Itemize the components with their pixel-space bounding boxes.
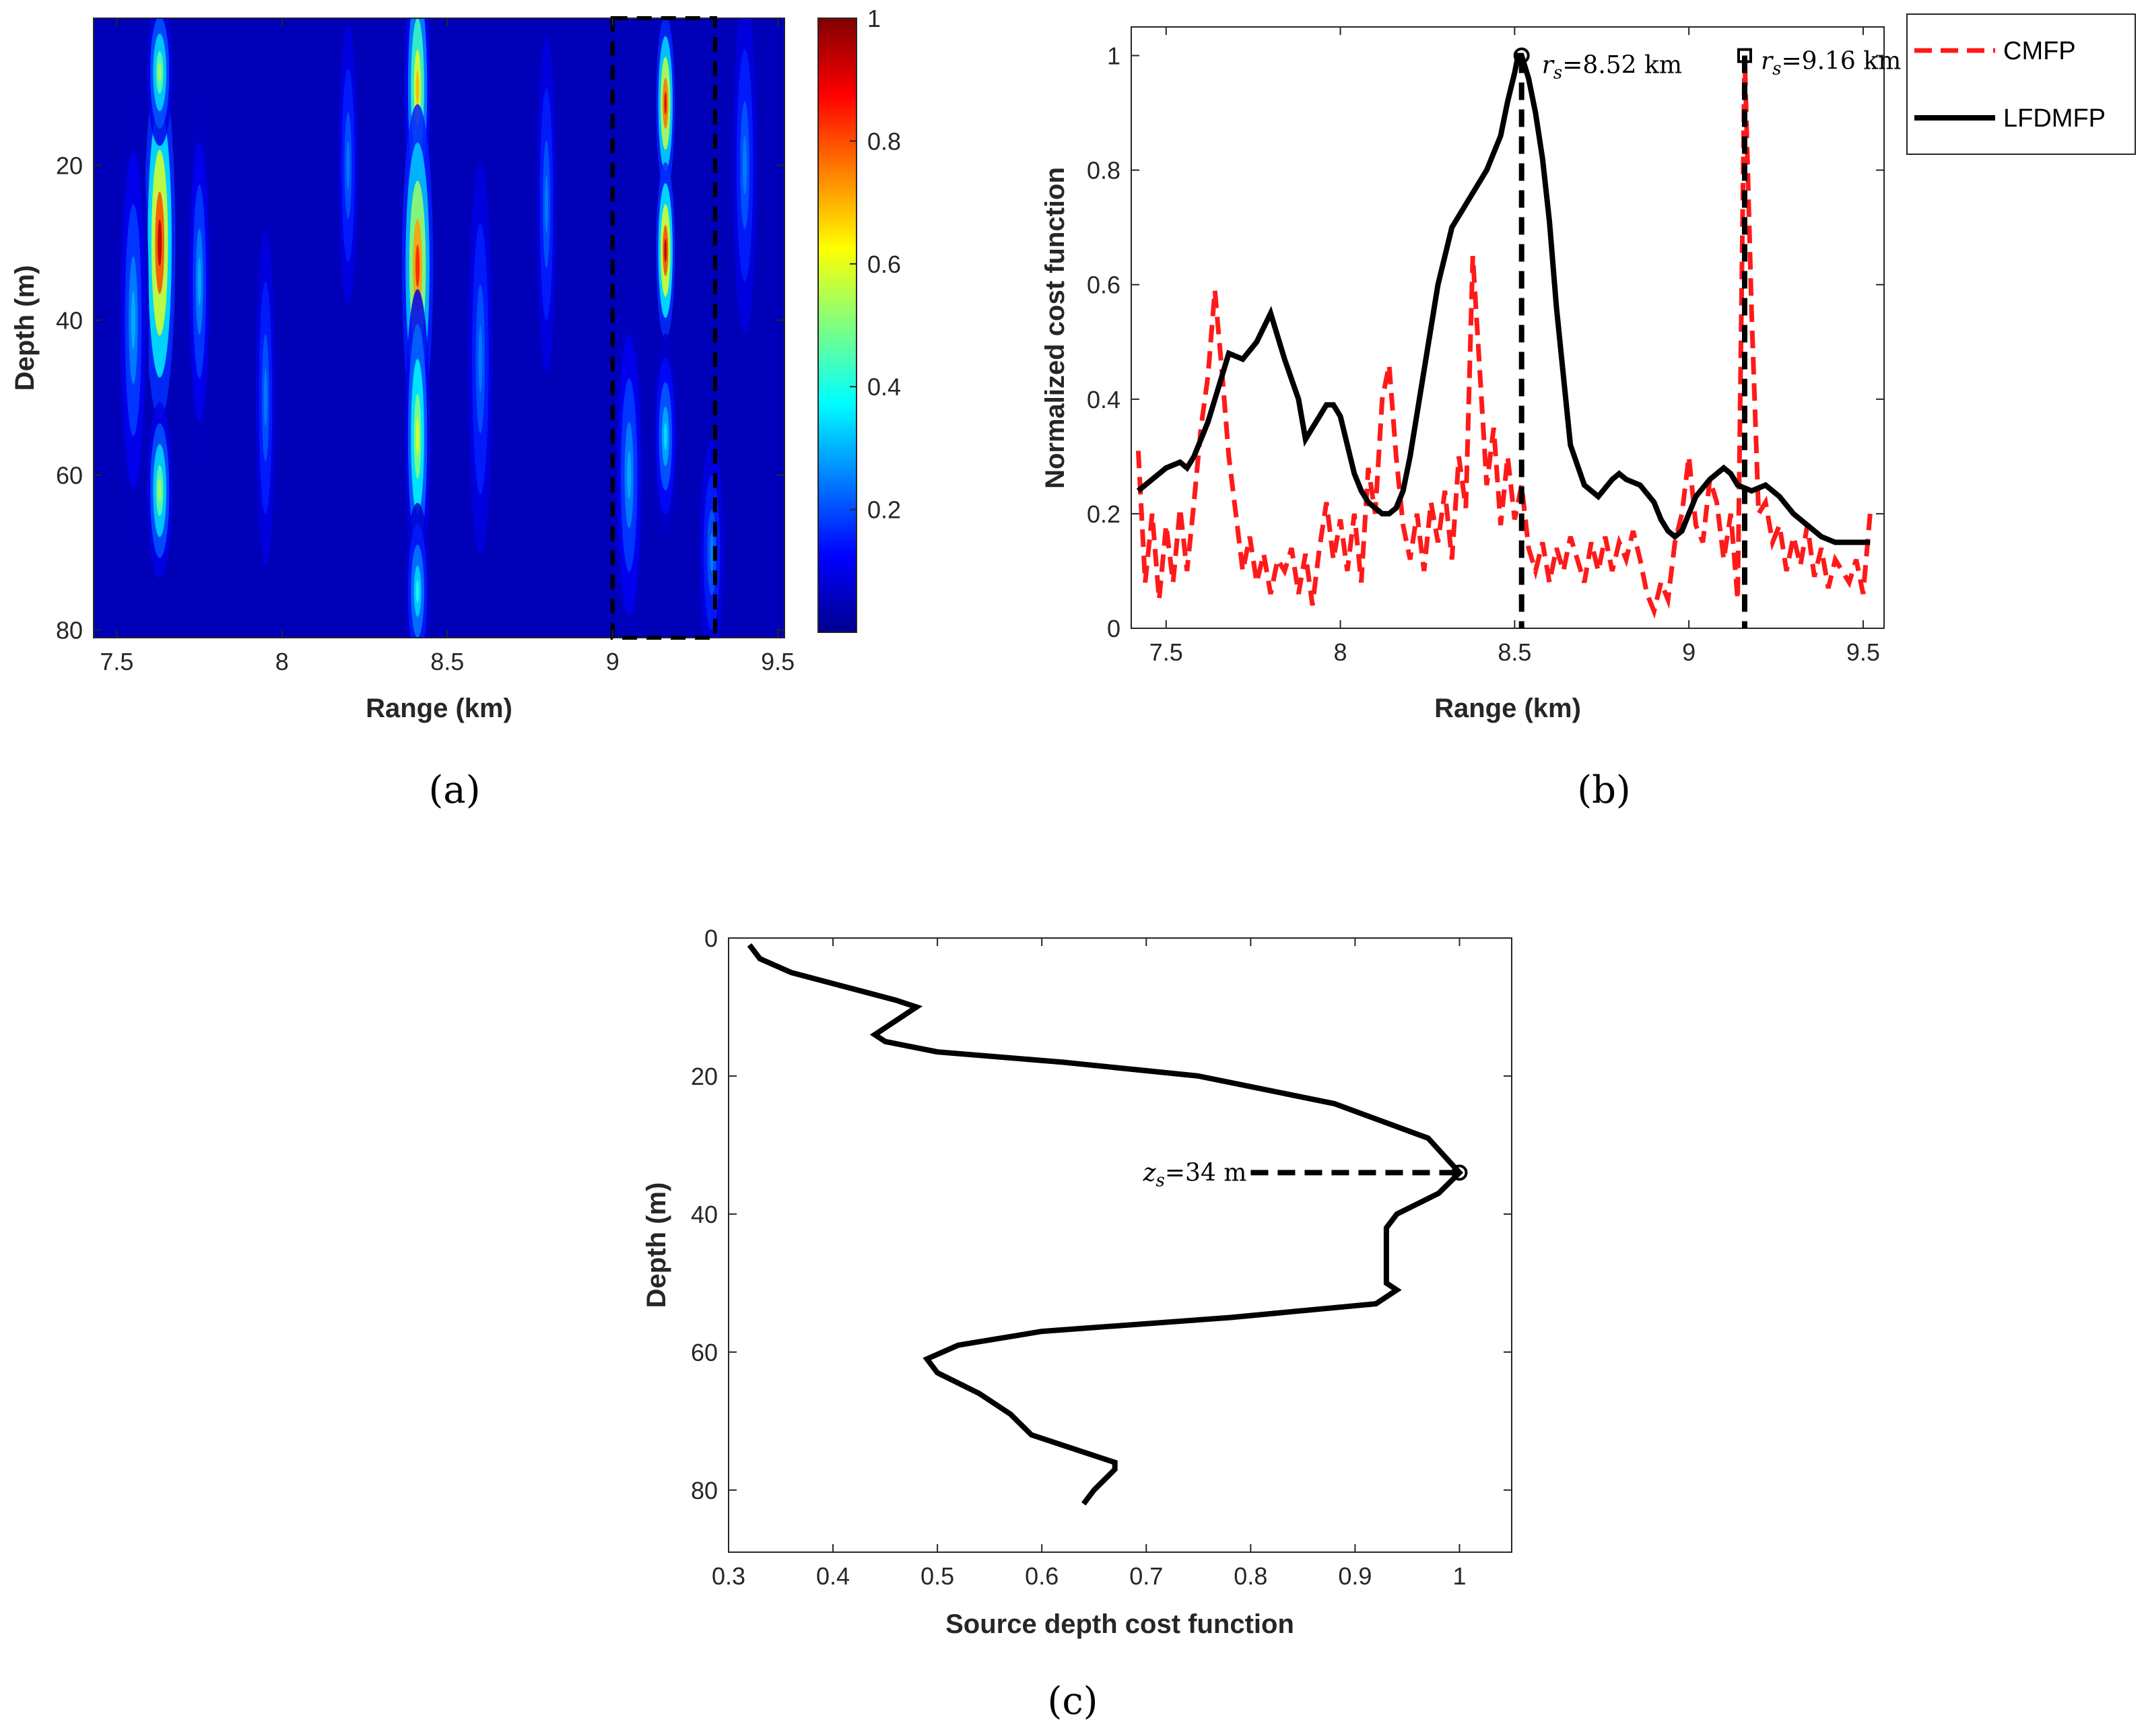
colorbar-tick-label: 0.6 xyxy=(867,251,901,278)
heatmap-blob xyxy=(415,70,420,106)
heatmap-blob xyxy=(545,174,549,234)
heatmap-blob xyxy=(346,141,350,190)
colorbar xyxy=(817,18,857,633)
line-chart-plot-area xyxy=(1135,53,1873,628)
line-chart-axes-box xyxy=(1131,26,1885,629)
x-tick-label: 9.5 xyxy=(1846,638,1880,666)
heatmap-blob xyxy=(743,136,747,195)
heatmap-blob xyxy=(627,450,632,500)
depth-chart-ylabel: Depth (m) xyxy=(642,1182,671,1308)
y-tick-label: 0 xyxy=(704,925,718,952)
x-tick-label: 9 xyxy=(1682,638,1696,666)
heatmap-blob xyxy=(664,92,667,115)
heatmap-ylabel: Depth (m) xyxy=(10,265,40,391)
line-chart-axes: 7.5 8 8.5 9 9.5 0 0.2 0.4 0.6 0.8 1 xyxy=(1087,27,1884,666)
y-tick-label: 0.6 xyxy=(1087,271,1120,299)
heatmap-blob xyxy=(663,422,667,450)
heatmap-blob xyxy=(158,220,162,266)
x-tick-label: 9 xyxy=(606,648,619,675)
heatmap-blob xyxy=(664,238,667,263)
colorbar-ticks: 0.2 0.4 0.6 0.8 1 xyxy=(850,5,901,524)
y-tick-label: 60 xyxy=(56,462,83,490)
source-depth-annotation: zs=34 m xyxy=(1143,1159,1247,1191)
heatmap-highlight-box xyxy=(610,16,717,640)
colorbar-tick-label: 1 xyxy=(867,5,881,32)
legend-label-cmfp: CMFP xyxy=(2003,37,2076,65)
y-tick-label: 0.8 xyxy=(1087,157,1120,185)
heatmap-blob xyxy=(263,368,267,427)
x-tick-label: 0.4 xyxy=(816,1562,850,1590)
x-tick-label: 8.5 xyxy=(430,648,464,675)
y-tick-label: 1 xyxy=(1107,42,1120,70)
x-tick-label: 0.6 xyxy=(1025,1562,1059,1590)
heatmap-blob xyxy=(478,325,483,393)
y-tick-label: 0 xyxy=(1107,615,1120,642)
heatmap-blob xyxy=(158,63,162,82)
heatmap-blob xyxy=(415,244,420,288)
heatmap-axes: 7.5 8 8.5 9 9.5 20 40 60 80 xyxy=(56,18,795,675)
panel-a-label: (a) xyxy=(428,768,480,812)
panel-c-label: (c) xyxy=(1047,1679,1098,1723)
heatmap-blob xyxy=(197,257,201,306)
series-cmfp-line xyxy=(1135,55,1873,619)
y-tick-label: 0.2 xyxy=(1087,500,1120,528)
heatmap-blob xyxy=(415,579,420,603)
heatmap-blob xyxy=(709,533,714,572)
legend-label-lfdmfp: LFDMFP xyxy=(2003,104,2106,133)
x-tick-label: 1 xyxy=(1452,1562,1466,1590)
series-depth-cost-line xyxy=(747,943,1464,1506)
x-tick-label: 0.3 xyxy=(712,1562,745,1590)
legend-box xyxy=(1906,13,2136,155)
depth-chart-axes: 0.3 0.4 0.5 0.6 0.7 0.8 0.9 1 0 20 40 60 80 xyxy=(691,925,1512,1590)
peak-2-marker xyxy=(1737,48,1752,63)
series-lfdmfp-line xyxy=(1136,53,1871,545)
heatmap-blob xyxy=(131,291,135,349)
x-tick-label: 8 xyxy=(275,648,289,675)
heatmap-xlabel: Range (km) xyxy=(366,694,512,723)
y-tick-label: 60 xyxy=(691,1339,718,1366)
x-tick-label: 8 xyxy=(1334,638,1347,666)
x-tick-label: 0.8 xyxy=(1234,1562,1267,1590)
colorbar-tick-label: 0.8 xyxy=(867,127,901,155)
colorbar-tick-label: 0.4 xyxy=(867,373,901,401)
panel-b-line-chart: 7.5 8 8.5 9 9.5 0 0.2 0.4 0.6 0.8 1 rs=8.52 km rs=… xyxy=(1040,13,2136,812)
panel-a-heatmap: 7.5 8 8.5 9 9.5 20 40 60 80 0.2 0.4 0.6 0.8 1 Range … xyxy=(10,5,901,812)
depth-chart-plot-area xyxy=(747,943,1464,1506)
legend: CMFP LFDMFP xyxy=(1906,13,2136,155)
peak-1-marker xyxy=(1513,47,1530,64)
line-chart-xlabel: Range (km) xyxy=(1434,694,1581,723)
y-tick-label: 0.4 xyxy=(1087,386,1120,413)
y-tick-label: 80 xyxy=(691,1477,718,1504)
line-chart-ylabel: Normalized cost function xyxy=(1040,167,1070,489)
panel-b-label: (b) xyxy=(1577,768,1631,812)
y-tick-label: 40 xyxy=(56,307,83,335)
heatmap-field xyxy=(94,18,784,638)
colorbar-tick-label: 0.2 xyxy=(867,496,901,524)
peak-1-annotation: rs=8.52 km xyxy=(1542,52,1682,84)
peak-2-annotation: rs=9.16 km xyxy=(1761,48,1901,79)
source-depth-marker xyxy=(1451,1164,1468,1181)
heatmap-blobs xyxy=(117,18,761,638)
x-tick-label: 0.9 xyxy=(1338,1562,1372,1590)
x-tick-label: 7.5 xyxy=(100,648,133,675)
x-tick-label: 0.5 xyxy=(920,1562,954,1590)
depth-chart-axes-box xyxy=(728,937,1512,1553)
heatmap-blob xyxy=(415,417,420,456)
x-tick-label: 9.5 xyxy=(761,648,795,675)
y-tick-label: 20 xyxy=(56,152,83,180)
y-tick-label: 40 xyxy=(691,1201,718,1228)
x-tick-label: 0.7 xyxy=(1129,1562,1163,1590)
heatmap-blob xyxy=(158,479,162,502)
y-tick-label: 80 xyxy=(56,617,83,644)
heatmap-axes-box xyxy=(93,18,785,638)
x-tick-label: 7.5 xyxy=(1149,638,1183,666)
y-tick-label: 20 xyxy=(691,1063,718,1090)
x-tick-label: 8.5 xyxy=(1498,638,1531,666)
depth-chart-xlabel: Source depth cost function xyxy=(945,1609,1294,1639)
